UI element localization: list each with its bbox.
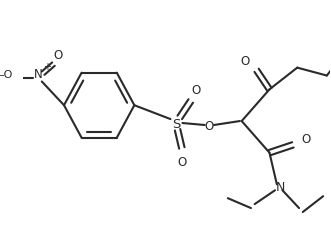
Text: –O: –O: [0, 69, 13, 79]
Text: N: N: [34, 68, 42, 81]
Text: +: +: [43, 62, 51, 71]
Text: O: O: [302, 133, 311, 146]
Text: O: O: [54, 49, 63, 62]
Text: O: O: [177, 156, 186, 168]
Text: S: S: [172, 117, 180, 130]
Text: O: O: [192, 84, 201, 96]
Text: O: O: [205, 120, 214, 133]
Text: N: N: [276, 180, 285, 193]
Text: O: O: [241, 55, 250, 68]
